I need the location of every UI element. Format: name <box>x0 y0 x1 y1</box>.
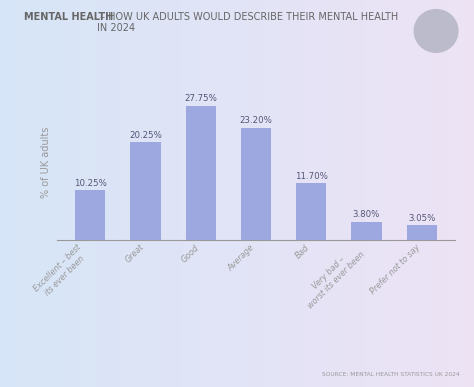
Text: 3.80%: 3.80% <box>353 210 380 219</box>
Bar <box>407 225 437 240</box>
Bar <box>296 183 327 240</box>
Y-axis label: % of UK adults: % of UK adults <box>41 127 51 198</box>
Text: a: a <box>430 23 442 41</box>
Bar <box>130 142 161 240</box>
Text: – HOW UK ADULTS WOULD DESCRIBE THEIR MENTAL HEALTH
IN 2024: – HOW UK ADULTS WOULD DESCRIBE THEIR MEN… <box>97 12 399 33</box>
Bar <box>185 106 216 240</box>
Text: 10.25%: 10.25% <box>74 179 107 188</box>
Text: 23.20%: 23.20% <box>239 116 273 125</box>
Text: 3.05%: 3.05% <box>408 214 436 223</box>
Text: 11.70%: 11.70% <box>295 172 328 181</box>
Bar <box>351 221 382 240</box>
Text: 27.75%: 27.75% <box>184 94 217 103</box>
Circle shape <box>414 10 458 52</box>
Text: MENTAL HEALTH: MENTAL HEALTH <box>24 12 113 22</box>
Bar <box>241 128 271 240</box>
Text: SOURCE: MENTAL HEALTH STATISTICS UK 2024: SOURCE: MENTAL HEALTH STATISTICS UK 2024 <box>322 372 460 377</box>
Text: 20.25%: 20.25% <box>129 130 162 140</box>
Bar <box>75 190 105 240</box>
